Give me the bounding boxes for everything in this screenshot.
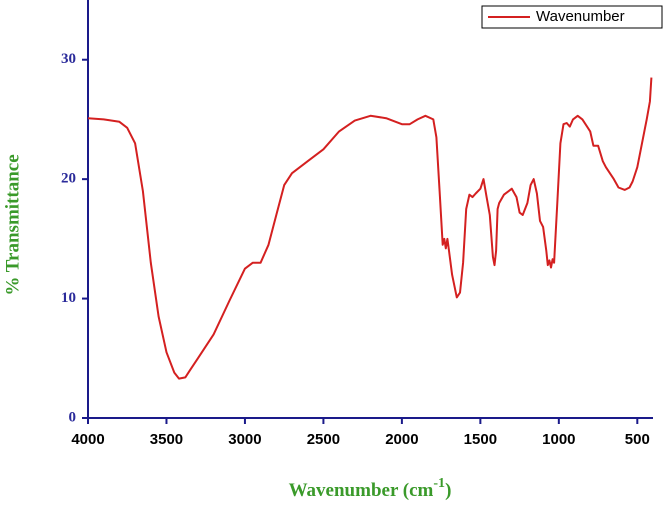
x-tick-label: 2000 — [385, 431, 418, 448]
x-tick-label: 500 — [625, 431, 650, 448]
x-tick-label: 2500 — [307, 431, 340, 448]
legend-box — [481, 5, 663, 29]
x-axis-title: Wavenumber (cm-1) — [289, 476, 452, 501]
x-axis-title-text: Wavenumber (cm — [289, 480, 434, 501]
spectrum-line — [87, 77, 653, 380]
y-tick-label: 30 — [61, 51, 76, 67]
x-axis-title-end: ) — [445, 480, 451, 501]
x-tick-label: 3500 — [150, 431, 183, 448]
y-tick-label: 10 — [61, 290, 76, 306]
y-axis-title: % Transmittance — [2, 154, 23, 295]
y-tick-label: 0 — [69, 409, 77, 425]
x-tick-label: 1500 — [464, 431, 497, 448]
y-tick-label: 20 — [61, 171, 76, 187]
x-tick-label: 4000 — [71, 431, 104, 448]
legend-label: Wavenumber — [536, 8, 625, 25]
x-tick-label: 1000 — [542, 431, 575, 448]
x-tick-label: 3000 — [228, 431, 261, 448]
x-axis-title-sup: -1 — [433, 476, 445, 491]
